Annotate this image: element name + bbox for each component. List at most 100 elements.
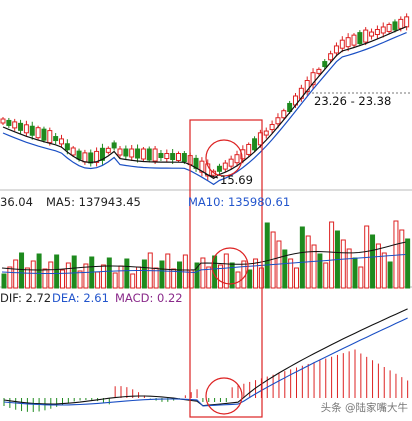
volume-bar: [282, 249, 288, 289]
volume-bar: [370, 234, 376, 289]
volume-bar: [223, 253, 229, 289]
candle-body: [59, 138, 64, 145]
candle-body: [234, 154, 240, 164]
volume-bar: [235, 271, 241, 289]
candle-body: [6, 119, 12, 126]
candle-body: [88, 152, 94, 164]
candle-body: [41, 128, 47, 141]
candle-body: [140, 148, 146, 160]
volume-bar: [329, 221, 335, 289]
volume-bar: [299, 226, 305, 289]
candle-body: [158, 153, 164, 159]
candle-body: [398, 18, 404, 29]
volume-bar: [48, 261, 54, 289]
candle-body: [246, 143, 252, 155]
volume-ma5-label: MA5: 137943.45: [46, 195, 141, 209]
candle-body: [170, 153, 176, 161]
candle-body: [333, 45, 339, 54]
candle-body: [12, 121, 18, 129]
candle-body: [269, 124, 275, 131]
volume-bar: [130, 273, 136, 289]
candle-body: [164, 153, 170, 160]
volume-bar: [229, 262, 235, 289]
volume-bar: [405, 238, 411, 289]
candle-body: [53, 136, 59, 142]
candle-body: [129, 148, 135, 158]
volume-ma5-line: [1, 241, 406, 271]
candle-body: [222, 162, 228, 170]
candle-body: [99, 147, 105, 161]
volume-bar: [118, 265, 124, 289]
candle-body: [29, 125, 35, 136]
volume-bar: [100, 264, 106, 289]
candle-body: [345, 37, 351, 48]
candle-body: [392, 21, 398, 31]
macd-dea-line: [3, 317, 408, 407]
low-arrow: [204, 173, 219, 179]
candle-body: [357, 32, 363, 45]
candle-body: [117, 148, 123, 156]
volume-bar: [30, 260, 36, 289]
candle-body: [199, 160, 205, 173]
volume-bar: [317, 253, 323, 289]
candle-body: [111, 142, 117, 149]
candle-body: [70, 147, 76, 156]
candle-body: [47, 130, 53, 144]
volume-bar: [177, 261, 182, 289]
volume-bar: [387, 261, 393, 289]
volume-bar: [77, 270, 83, 289]
volume-bar: [13, 259, 19, 289]
volume-ma10-label: MA10: 135980.61: [188, 195, 291, 209]
candle-body: [82, 152, 88, 163]
candle-body: [252, 138, 258, 151]
volume-bar: [1, 273, 7, 289]
volume-bar: [60, 269, 65, 289]
volume-bar: [393, 220, 399, 289]
volume-bar: [217, 264, 223, 289]
candle-body: [35, 127, 41, 139]
candle-body: [316, 68, 322, 74]
volume-bar: [323, 262, 329, 289]
candle-body: [380, 26, 386, 34]
volume-bar: [19, 252, 25, 289]
volume-bar: [200, 257, 206, 289]
volume-bar: [106, 257, 112, 289]
macd-dif-line: [3, 308, 408, 407]
candle-body: [105, 147, 111, 153]
volume-bar: [264, 222, 270, 289]
candle-body: [304, 80, 310, 92]
highlight-circle-price: [205, 139, 243, 177]
volume-bar: [258, 267, 264, 289]
candle-body: [374, 29, 380, 36]
candle-body: [135, 148, 141, 159]
candle-body: [18, 122, 24, 131]
price-range-annotation: 23.26 - 23.38: [314, 94, 392, 108]
volume-bar: [71, 255, 77, 289]
candle-body: [310, 72, 316, 86]
volume-bar: [24, 267, 30, 289]
highlight-box: [189, 119, 263, 418]
volume-bar: [381, 252, 387, 289]
volume-bar: [65, 262, 71, 289]
macd-dif-label: DIF: 2.72: [0, 291, 52, 305]
volume-bar: [194, 262, 200, 289]
candle-body: [275, 117, 281, 125]
price-low-annotation: 15.69: [220, 173, 253, 187]
candle-body: [216, 165, 222, 172]
volume-bar: [311, 244, 317, 289]
macd-dea-label: DEA: 2.61: [52, 291, 109, 305]
volume-bar: [124, 258, 130, 289]
candle-body: [386, 23, 392, 32]
volume-bar: [375, 243, 381, 289]
candle-body: [351, 34, 357, 46]
candle-body: [123, 148, 129, 157]
volume-bar: [112, 272, 118, 289]
candle-body: [339, 39, 345, 49]
candle-body: [94, 150, 100, 163]
candle-body: [152, 148, 158, 162]
volume-bar: [294, 267, 299, 289]
candle-body: [240, 149, 246, 160]
volume-bar: [358, 266, 364, 289]
